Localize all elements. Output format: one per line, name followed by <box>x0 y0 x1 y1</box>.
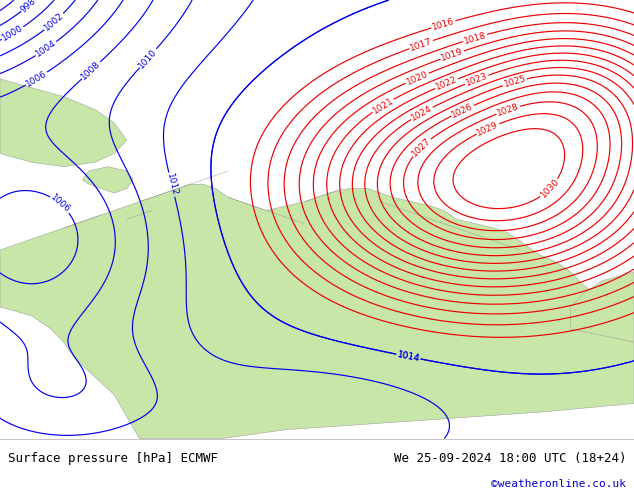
Polygon shape <box>571 272 634 342</box>
Text: 1010: 1010 <box>137 47 159 70</box>
Text: 1029: 1029 <box>476 120 500 137</box>
Text: 1006: 1006 <box>49 193 72 215</box>
Text: ©weatheronline.co.uk: ©weatheronline.co.uk <box>491 479 626 489</box>
Text: 1025: 1025 <box>503 74 527 89</box>
Polygon shape <box>0 79 127 167</box>
Text: 1014: 1014 <box>396 350 420 363</box>
Text: 1014: 1014 <box>396 350 420 363</box>
Text: We 25-09-2024 18:00 UTC (18+24): We 25-09-2024 18:00 UTC (18+24) <box>394 452 626 465</box>
Text: 1000: 1000 <box>1 24 25 43</box>
Text: 1027: 1027 <box>410 136 432 158</box>
Polygon shape <box>0 184 634 439</box>
Text: 1021: 1021 <box>371 96 395 115</box>
Text: 1023: 1023 <box>464 71 489 88</box>
Text: 1008: 1008 <box>80 59 103 81</box>
Text: 1030: 1030 <box>538 177 561 200</box>
Polygon shape <box>82 167 133 193</box>
Text: 1018: 1018 <box>463 30 488 46</box>
Text: 1019: 1019 <box>440 47 465 63</box>
Text: 1016: 1016 <box>431 17 456 32</box>
Text: 1020: 1020 <box>405 70 429 87</box>
Text: 1004: 1004 <box>34 39 58 59</box>
Text: 1006: 1006 <box>24 69 49 89</box>
Text: 1022: 1022 <box>434 75 459 92</box>
Text: 1012: 1012 <box>165 172 179 197</box>
Text: Surface pressure [hPa] ECMWF: Surface pressure [hPa] ECMWF <box>8 452 217 465</box>
Text: 1017: 1017 <box>409 37 434 52</box>
Text: 998: 998 <box>19 0 38 14</box>
Text: 1028: 1028 <box>496 102 521 118</box>
Text: 1024: 1024 <box>410 104 434 122</box>
Text: 1002: 1002 <box>42 11 65 33</box>
Text: 1026: 1026 <box>450 101 475 120</box>
